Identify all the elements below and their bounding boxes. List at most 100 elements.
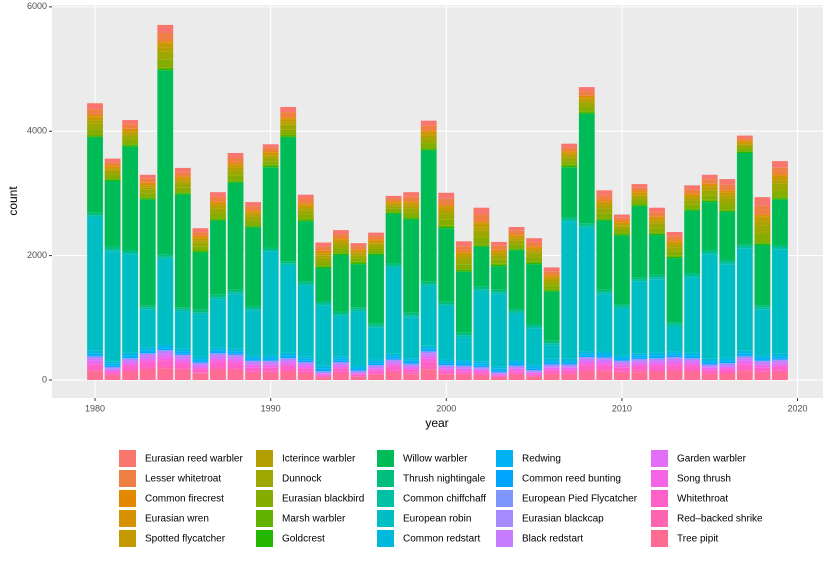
- bar-segment: [491, 252, 507, 255]
- bar-segment: [701, 186, 718, 189]
- bar-segment: [350, 309, 367, 312]
- bar-segment: [104, 246, 121, 250]
- bar-segment: [455, 337, 472, 361]
- legend-label: Willow warbler: [403, 454, 468, 465]
- bar-segment: [403, 203, 420, 206]
- bar-segment: [631, 206, 648, 278]
- bar-segment: [139, 370, 156, 380]
- bar-segment: [403, 219, 420, 313]
- bar-segment: [543, 365, 560, 367]
- legend-label: Spotted flycatcher: [145, 534, 226, 545]
- bar-segment: [174, 353, 191, 355]
- bar-segment: [614, 225, 630, 227]
- bar-segment: [157, 347, 174, 349]
- bar-segment: [578, 353, 595, 356]
- bar-segment: [368, 245, 384, 250]
- bar-segment: [139, 353, 156, 356]
- bar-segment: [262, 152, 279, 154]
- bar-segment: [736, 141, 753, 144]
- bar-segment: [701, 179, 718, 184]
- bar-segment: [666, 356, 683, 358]
- bar-segment: [614, 214, 630, 218]
- bar-segment: [596, 361, 613, 364]
- bar-segment: [491, 250, 507, 253]
- bar-segment: [491, 292, 507, 295]
- bar-segment: [754, 371, 771, 374]
- bar-segment: [508, 235, 525, 237]
- bar-segment: [157, 258, 174, 345]
- bar-segment: [210, 297, 226, 300]
- bar-segment: [684, 364, 701, 367]
- bar-segment: [736, 145, 753, 149]
- bar-segment: [245, 202, 261, 207]
- bar-segment: [227, 353, 244, 355]
- bar-segment: [280, 122, 297, 125]
- bar-segment: [455, 374, 472, 380]
- bar-segment: [192, 365, 209, 368]
- bar-segment: [666, 240, 683, 242]
- bar-segment: [438, 363, 455, 366]
- bar-segment: [227, 356, 244, 359]
- bar-segment: [438, 361, 455, 364]
- bar-segment: [157, 41, 174, 43]
- bar-segment: [104, 251, 121, 362]
- bar-segment: [245, 360, 261, 362]
- bar-segment: [333, 244, 349, 249]
- bar-segment: [174, 183, 191, 188]
- bar-segment: [104, 180, 121, 247]
- bar-segment: [614, 234, 630, 236]
- bar-segment: [157, 254, 174, 257]
- bar-segment: [210, 201, 226, 203]
- bar-segment: [174, 355, 191, 357]
- bar-segment: [684, 185, 701, 190]
- bar-segment: [508, 362, 525, 365]
- bar-segment: [719, 363, 736, 364]
- bar-segment: [262, 153, 279, 156]
- bar-segment: [122, 364, 139, 367]
- bar-segment: [315, 253, 332, 256]
- bar-segment: [262, 360, 279, 362]
- bar-segment: [614, 308, 630, 356]
- bar-segment: [385, 211, 402, 213]
- legend-label: Red–backed shrike: [677, 514, 763, 525]
- legend-label: Marsh warbler: [282, 514, 346, 525]
- bar-segment: [157, 354, 174, 358]
- legend-label: Whitethroat: [677, 494, 728, 505]
- bar-segment: [157, 47, 174, 52]
- bar-segment: [368, 239, 384, 241]
- bar-segment: [333, 360, 349, 362]
- bar-segment: [684, 355, 701, 357]
- legend-key: [256, 450, 273, 467]
- bar-segment: [210, 351, 226, 354]
- bar-segment: [87, 109, 103, 115]
- bar-segment: [736, 152, 753, 245]
- bar-segment: [578, 351, 595, 354]
- bar-segment: [122, 356, 139, 359]
- bar-segment: [491, 255, 507, 260]
- bar-segment: [315, 370, 332, 372]
- bar-segment: [684, 360, 701, 363]
- bar-segment: [473, 372, 490, 375]
- bar-segment: [578, 91, 595, 96]
- bar-segment: [684, 370, 701, 373]
- y-tick-label: 6000: [27, 1, 47, 11]
- bar-segment: [736, 356, 753, 359]
- bar-segment: [631, 192, 648, 194]
- bar-segment: [280, 134, 297, 137]
- bar-segment: [315, 373, 332, 375]
- bar-segment: [438, 210, 455, 214]
- bar-segment: [754, 305, 771, 308]
- bar-segment: [649, 352, 665, 356]
- bar-segment: [122, 355, 139, 357]
- bar-segment: [385, 203, 402, 205]
- bar-segment: [350, 249, 367, 251]
- bar-segment: [139, 350, 156, 352]
- bar-segment: [280, 364, 297, 367]
- bar-segment: [578, 357, 595, 359]
- bar-segment: [631, 358, 648, 360]
- bar-segment: [473, 371, 490, 373]
- bar-segment: [368, 359, 384, 362]
- bar-segment: [192, 309, 209, 313]
- bar-segment: [280, 352, 297, 356]
- bar-segment: [87, 371, 103, 380]
